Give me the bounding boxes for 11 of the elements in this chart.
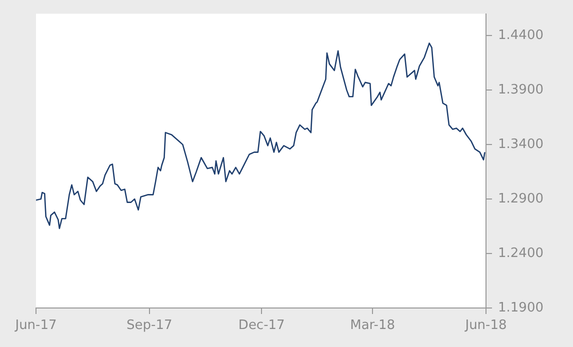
y-tick-label: 1.3400	[498, 136, 544, 152]
y-tick-label: 1.4400	[498, 28, 544, 43]
x-tick-label: Mar-18	[350, 318, 396, 334]
x-tick-label: Jun-17	[14, 318, 57, 334]
y-tick-label: 1.2900	[498, 191, 544, 206]
x-tick-label: Dec-17	[238, 318, 285, 334]
x-tick-label: Jun-18	[464, 318, 507, 334]
x-tick-label: Sep-17	[126, 318, 172, 334]
y-tick-label: 1.3900	[498, 82, 544, 98]
y-tick-label: 1.2400	[498, 246, 544, 261]
y-tick-label: 1.1900	[498, 300, 544, 316]
